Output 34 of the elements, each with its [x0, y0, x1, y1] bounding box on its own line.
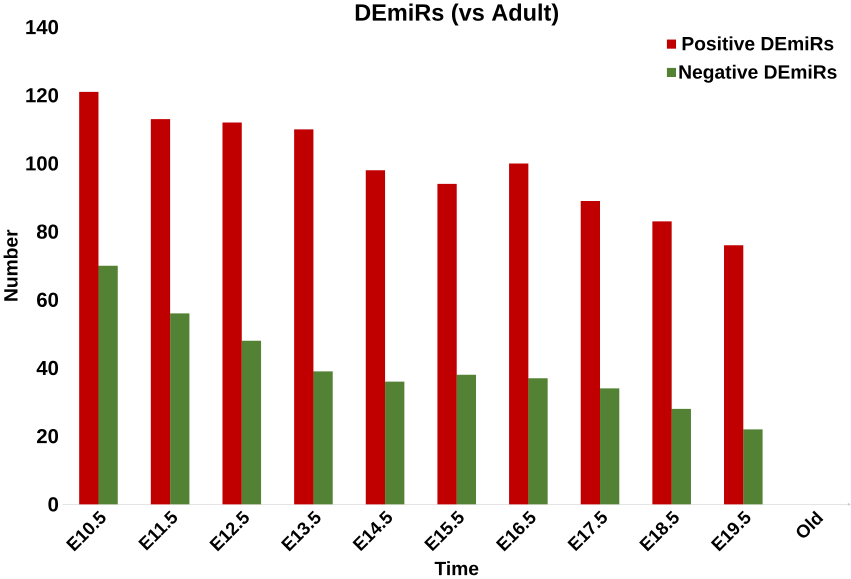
bar	[509, 164, 528, 504]
y-tick-label: 80	[36, 224, 58, 239]
y-tick-label: 60	[37, 292, 58, 308]
legend-label: Negative DEmiRs	[679, 64, 837, 83]
bar	[528, 378, 548, 504]
bar	[313, 371, 333, 504]
x-axis-title: Time	[434, 561, 478, 576]
bar	[222, 122, 242, 504]
bar	[456, 374, 476, 504]
bar	[600, 388, 620, 504]
y-axis-title: Number	[4, 230, 18, 301]
chart-title: DEmiRs (vs Adult)	[356, 4, 558, 26]
bar	[652, 221, 672, 504]
bar	[437, 184, 457, 504]
bar	[79, 92, 98, 504]
bar	[743, 429, 763, 504]
bar	[580, 201, 600, 504]
y-tick-label: 140	[26, 20, 58, 34]
bar	[724, 245, 744, 504]
bar	[294, 129, 314, 504]
bar	[98, 266, 118, 504]
y-tick-label: 40	[36, 360, 58, 376]
bar	[366, 170, 386, 504]
bar	[242, 340, 262, 504]
bar	[170, 314, 190, 504]
legend-label: Positive DEmiRs	[682, 36, 834, 51]
y-tick-label: 100	[26, 156, 58, 171]
bar	[385, 382, 404, 504]
y-tick-label: 120	[26, 88, 58, 103]
bar	[150, 119, 170, 504]
bar	[672, 408, 691, 504]
y-tick-label: 0	[48, 497, 58, 512]
y-tick-label: 20	[37, 429, 58, 444]
x-tick-label: Old	[796, 510, 824, 538]
